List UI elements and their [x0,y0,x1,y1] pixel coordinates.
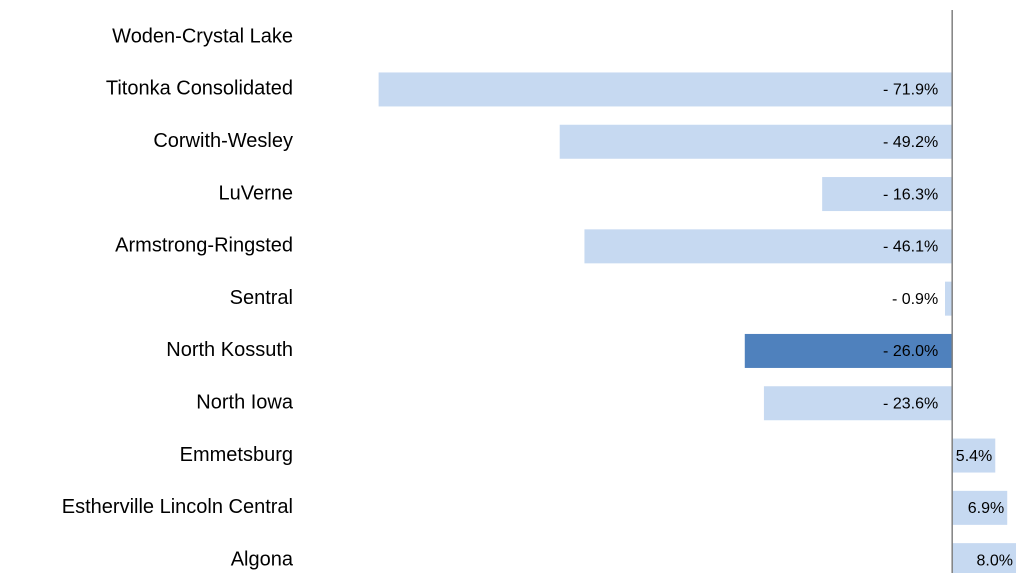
bar [584,229,953,264]
category-label: Armstrong-Ringsted [115,235,293,257]
category-label: Emmetsburg [180,444,293,466]
data-label: - 71.9% [883,82,938,99]
category-label: LuVerne [218,182,293,204]
data-label: 6.9% [968,500,1004,517]
data-label: - 46.1% [883,239,938,256]
data-label: - 16.3% [883,186,938,203]
category-label: Algona [231,548,294,570]
category-label: Sentral [230,287,293,309]
bar [744,333,953,368]
category-label: Titonka Consolidated [106,78,293,100]
bar [763,386,953,421]
bar [822,177,953,212]
category-label: Woden-Crystal Lake [112,25,293,47]
category-label: Corwith-Wesley [153,130,293,152]
category-label: North Iowa [196,392,294,414]
data-label: - 26.0% [883,343,938,360]
bar [952,490,1008,525]
bar [378,72,953,107]
bar [945,281,953,316]
data-label: - 49.2% [883,134,938,151]
data-label: 8.0% [977,552,1013,569]
bar [952,543,1017,573]
category-label: North Kossuth [166,339,293,361]
bar [952,438,996,473]
data-label: - 0.9% [892,291,938,308]
category-label: Estherville Lincoln Central [62,496,293,518]
data-label: - 23.6% [883,395,938,412]
data-label: 5.4% [956,448,992,465]
bar [559,124,953,159]
